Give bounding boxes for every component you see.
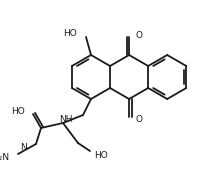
Text: HO: HO [11,106,25,115]
Text: H₂N: H₂N [0,152,9,161]
Text: HO: HO [63,28,77,37]
Text: N: N [20,144,27,152]
Text: HO: HO [94,151,108,160]
Text: NH: NH [60,114,73,123]
Text: O: O [135,114,142,123]
Text: O: O [135,30,142,40]
